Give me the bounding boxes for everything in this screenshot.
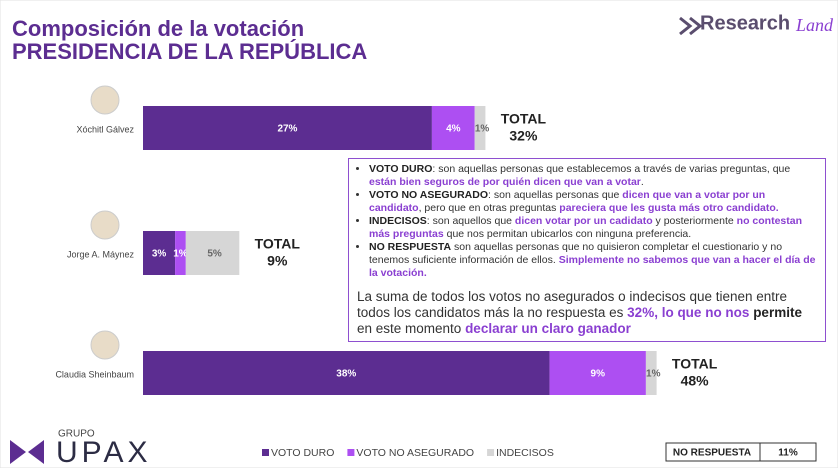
note-text: , pero que en otras preguntas bbox=[419, 202, 560, 214]
note: VOTO DURO: son aquellas personas que est… bbox=[369, 163, 817, 189]
legend-label: VOTO NO ASEGURADO bbox=[356, 447, 474, 459]
note-text: : son aquellas personas que establecemos… bbox=[432, 163, 790, 175]
note-text: que nos permitan ubicarlos con ninguna p… bbox=[444, 228, 692, 240]
footer-brand: UPAX bbox=[56, 436, 151, 468]
note-term: VOTO NO ASEGURADO bbox=[369, 189, 488, 201]
total-label: TOTAL bbox=[501, 111, 547, 127]
note-term: NO RESPUESTA bbox=[369, 241, 451, 253]
value-label: 4% bbox=[446, 124, 461, 135]
note: VOTO NO ASEGURADO: son aquellas personas… bbox=[369, 189, 817, 215]
summary-highlight: 32%, lo que no nos bbox=[627, 305, 749, 320]
legend-label: INDECISOS bbox=[496, 447, 554, 459]
note-highlight: pareciera que les gusta más otro candida… bbox=[559, 202, 778, 214]
legend-swatch bbox=[487, 449, 494, 456]
chart-subtitle: PRESIDENCIA DE LA REPÚBLICA bbox=[12, 39, 367, 64]
brand-script: Land bbox=[795, 15, 834, 35]
total-label: TOTAL bbox=[255, 236, 301, 252]
note: NO RESPUESTA son aquellas personas que n… bbox=[369, 241, 817, 280]
avatar bbox=[91, 331, 119, 359]
note-text: . bbox=[641, 176, 644, 188]
note-highlight: están bien seguros de por quién dicen qu… bbox=[369, 176, 641, 188]
value-label: 1% bbox=[475, 124, 490, 135]
total-label: TOTAL bbox=[672, 356, 718, 372]
note: INDECISOS: son aquellos que dicen votar … bbox=[369, 215, 817, 241]
category-label: Claudia Sheinbaum bbox=[55, 369, 134, 379]
total-value: 32% bbox=[509, 128, 538, 144]
avatar bbox=[91, 86, 119, 114]
value-label: 1% bbox=[173, 249, 188, 260]
summary-highlight: declarar un claro ganador bbox=[465, 321, 631, 336]
summary: La suma de todos los votos no asegurados… bbox=[357, 289, 817, 337]
notes-box: VOTO DURO: son aquellas personas que est… bbox=[348, 158, 826, 342]
summary-bold: permite bbox=[749, 305, 802, 320]
category-label: Xóchitl Gálvez bbox=[76, 124, 134, 134]
legend-label: VOTO DURO bbox=[271, 447, 334, 459]
note-highlight: dicen votar por un cadidato bbox=[515, 215, 653, 227]
total-value: 9% bbox=[267, 253, 288, 269]
avatar bbox=[91, 211, 119, 239]
legend-swatch bbox=[262, 449, 269, 456]
value-label: 3% bbox=[152, 249, 167, 260]
category-label: Jorge A. Máynez bbox=[67, 249, 135, 259]
note-term: VOTO DURO bbox=[369, 163, 432, 175]
note-term: INDECISOS bbox=[369, 215, 427, 227]
note-text: y posteriormente bbox=[653, 215, 737, 227]
legend-swatch bbox=[347, 449, 354, 456]
no-response-name: NO RESPUESTA bbox=[673, 448, 751, 459]
no-response-value: 11% bbox=[778, 448, 798, 459]
value-label: 38% bbox=[336, 369, 356, 380]
value-label: 27% bbox=[277, 124, 297, 135]
summary-text: en este momento bbox=[357, 321, 465, 336]
value-label: 5% bbox=[207, 249, 222, 260]
brand: Research bbox=[700, 12, 790, 34]
chart-title: Composición de la votación bbox=[12, 16, 304, 41]
note-text: : son aquellas personas que bbox=[488, 189, 622, 201]
note-text: : son aquellos que bbox=[427, 215, 515, 227]
total-value: 48% bbox=[681, 373, 710, 389]
value-label: 9% bbox=[591, 369, 606, 380]
page: Composición de la votación PRESIDENCIA D… bbox=[0, 0, 838, 468]
value-label: 1% bbox=[646, 369, 661, 380]
